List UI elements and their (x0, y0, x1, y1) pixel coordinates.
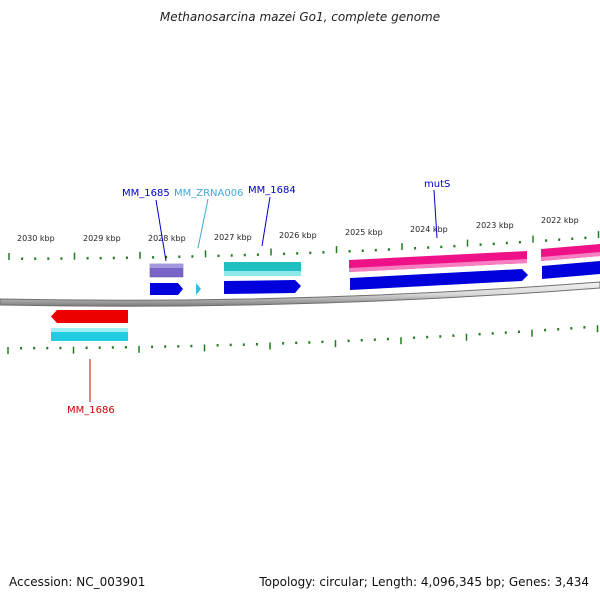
leader-muts (433, 189, 438, 239)
gene-next-arrow[interactable] (542, 261, 600, 279)
label-mm1686[interactable]: MM_1686 (67, 405, 115, 416)
gene-mm1684-cds-highlight (224, 271, 301, 276)
outer-scale-ticks (8, 231, 600, 260)
ncrna-mm-zrna006[interactable] (196, 283, 201, 295)
forward-strand-genes (149, 244, 600, 295)
leader-mm1685 (155, 199, 167, 262)
label-muts[interactable]: mutS (424, 179, 450, 190)
gene-mm1685-cds-highlight (150, 264, 183, 268)
label-mm1685[interactable]: MM_1685 (122, 188, 170, 199)
leader-mm1684 (261, 196, 271, 247)
label-mm-zrna006[interactable]: MM_ZRNA006 (174, 188, 243, 199)
inner-scale-ticks (7, 325, 599, 354)
gene-mm1686-cds-highlight (51, 328, 128, 332)
label-mm1684[interactable]: MM_1684 (248, 185, 296, 196)
gene-mm1685-arrow[interactable] (150, 283, 183, 295)
gene-muts-arrow[interactable] (350, 269, 528, 290)
scale-label-2024: 2024 kbp (410, 225, 448, 234)
genome-summary-text: Topology: circular; Length: 4,096,345 bp… (259, 575, 589, 589)
scale-label-2027: 2027 kbp (214, 233, 252, 242)
gene-labels: MM_1685 MM_ZRNA006 MM_1684 mutS MM_1686 (67, 179, 450, 416)
scale-label-2030: 2030 kbp (17, 234, 55, 243)
gene-muts-cds-highlight (349, 259, 527, 272)
reverse-strand-genes (51, 310, 128, 341)
scale-label-2025: 2025 kbp (345, 228, 383, 237)
accession-text: Accession: NC_003901 (9, 575, 146, 589)
scale-label-2028: 2028 kbp (148, 234, 186, 243)
gene-mm1684-arrow[interactable] (224, 280, 301, 294)
leader-mm-zrna006 (197, 198, 209, 249)
gene-next-cds-highlight (541, 252, 600, 261)
scale-labels: 2030 kbp 2029 kbp 2028 kbp 2027 kbp 2026… (17, 216, 579, 243)
map-title: Methanosarcina mazei Go1, complete genom… (159, 10, 441, 24)
scale-label-2029: 2029 kbp (83, 234, 121, 243)
label-leaders (89, 189, 438, 402)
gene-mm1686-arrow[interactable] (51, 310, 128, 323)
scale-label-2023: 2023 kbp (476, 221, 514, 230)
scale-label-2022: 2022 kbp (541, 216, 579, 225)
scale-label-2026: 2026 kbp (279, 231, 317, 240)
genome-backbone (0, 281, 600, 307)
